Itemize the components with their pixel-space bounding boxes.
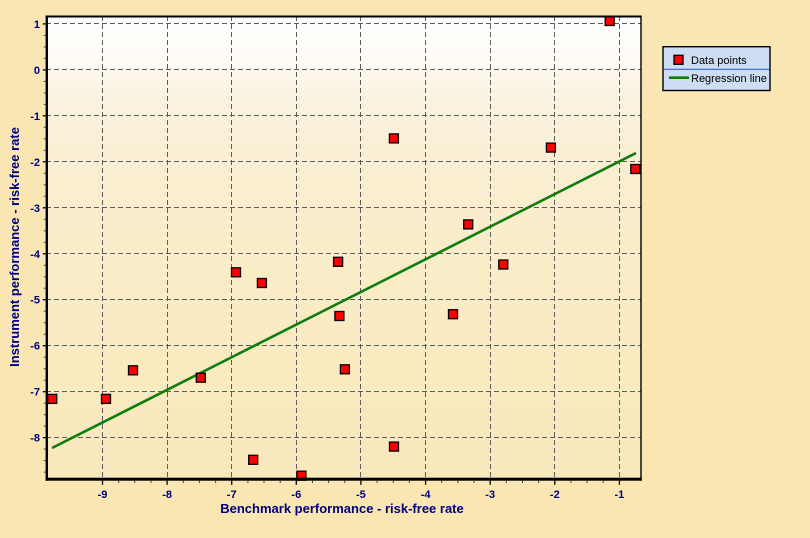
svg-text:-2: -2: [30, 157, 40, 169]
svg-text:-1: -1: [30, 111, 40, 123]
svg-text:1: 1: [34, 19, 40, 31]
svg-text:-4: -4: [30, 249, 41, 261]
svg-text:-5: -5: [30, 295, 40, 307]
svg-text:-1: -1: [615, 489, 625, 501]
svg-text:-2: -2: [550, 489, 560, 501]
svg-text:-5: -5: [356, 489, 366, 501]
svg-text:-8: -8: [162, 489, 172, 501]
svg-text:-3: -3: [30, 203, 40, 215]
svg-text:-4: -4: [421, 489, 432, 501]
svg-text:Benchmark performance - risk-f: Benchmark performance - risk-free rate: [220, 501, 464, 516]
svg-text:-6: -6: [291, 489, 301, 501]
svg-text:Regression line: Regression line: [691, 73, 767, 85]
svg-text:Data points: Data points: [691, 55, 747, 67]
svg-text:0: 0: [34, 65, 40, 77]
svg-text:-7: -7: [30, 387, 40, 399]
svg-text:-9: -9: [98, 489, 108, 501]
svg-text:-7: -7: [227, 489, 237, 501]
svg-text:-8: -8: [30, 433, 40, 445]
svg-text:-6: -6: [30, 341, 40, 353]
svg-text:-3: -3: [485, 489, 495, 501]
svg-text:Instrument performance - risk-: Instrument performance - risk-free rate: [7, 127, 22, 367]
